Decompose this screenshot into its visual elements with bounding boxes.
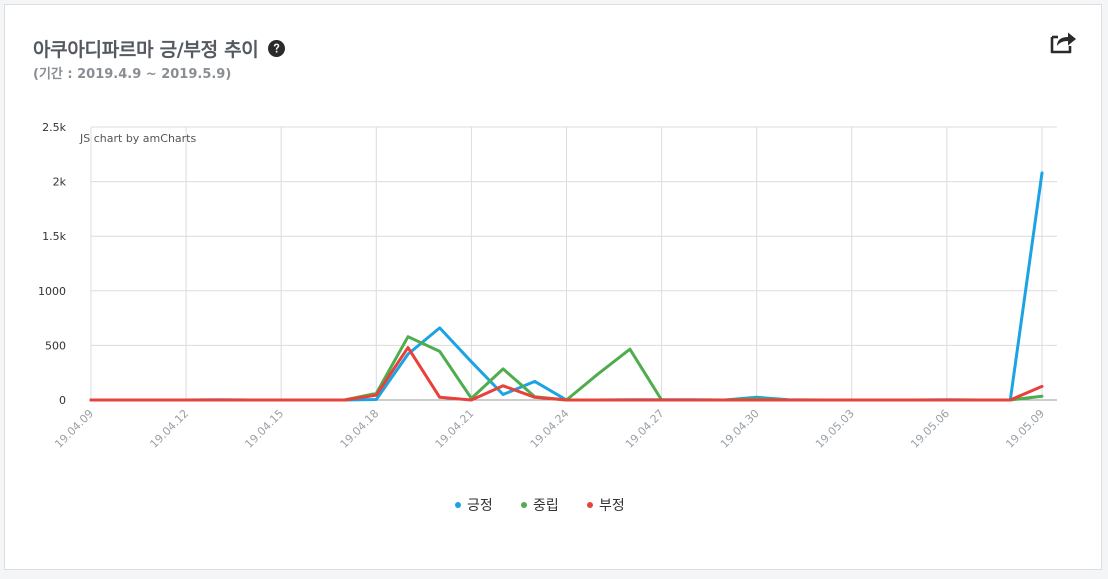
x-tick-label: 19.04.09 (52, 407, 96, 451)
y-tick-label: 2k (53, 176, 67, 189)
legend-marker (455, 502, 461, 508)
chart-subtitle: (기간 : 2019.4.9 ~ 2019.5.9) (33, 67, 232, 82)
y-tick-label: 500 (45, 339, 66, 352)
y-tick-label: 0 (59, 394, 66, 407)
x-tick-label: 19.05.03 (813, 407, 857, 451)
y-tick-label: 2.5k (42, 121, 66, 134)
x-tick-label: 19.05.09 (1003, 407, 1047, 451)
x-tick-label: 19.04.24 (528, 407, 572, 451)
title-row: 아쿠아디파르마 긍/부정 추이 (33, 35, 286, 62)
x-tick-label: 19.05.06 (908, 407, 952, 451)
legend-label: 중립 (533, 498, 559, 514)
x-tick-label: 19.04.15 (242, 407, 286, 451)
share-button[interactable] (1048, 27, 1078, 57)
legend-label: 긍정 (467, 498, 493, 514)
x-tick-label: 19.04.27 (623, 407, 667, 451)
question-circle-icon[interactable] (268, 40, 286, 57)
chart-watermark: JS chart by amCharts (79, 132, 196, 145)
legend-marker (521, 502, 527, 508)
chart-title: 아쿠아디파르마 긍/부정 추이 (33, 39, 259, 61)
legend-marker (587, 502, 593, 508)
y-tick-label: 1000 (38, 285, 66, 298)
series-line-부정 (89, 346, 1044, 402)
x-tick-label: 19.04.12 (147, 407, 191, 451)
legend-label: 부정 (599, 498, 625, 514)
share-icon (1050, 32, 1076, 54)
y-tick-label: 1.5k (42, 230, 66, 243)
x-tick-label: 19.04.18 (338, 407, 382, 451)
chart-card: 아쿠아디파르마 긍/부정 추이 (기간 : 2019.4.9 ~ 2019.5.… (4, 4, 1102, 570)
x-tick-label: 19.04.30 (718, 407, 762, 451)
x-tick-label: 19.04.21 (433, 407, 477, 451)
